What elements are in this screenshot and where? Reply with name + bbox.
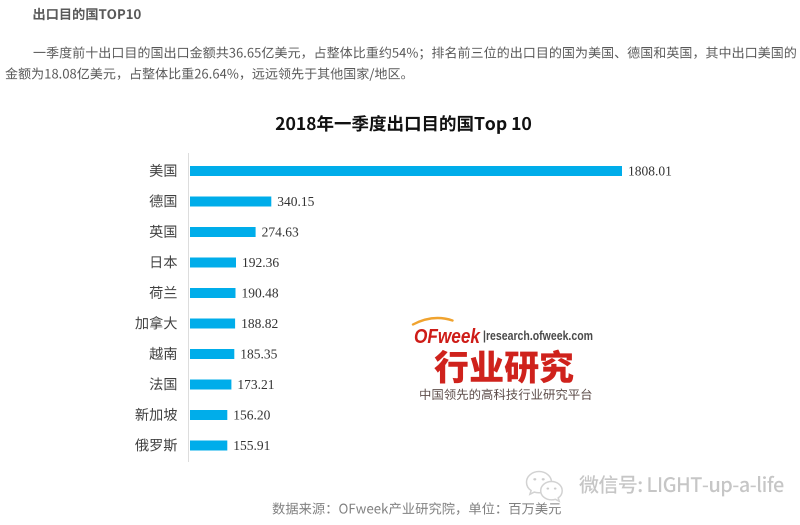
svg-text:188.82: 188.82 [241,316,278,331]
svg-text:1808.01: 1808.01 [628,164,672,179]
svg-text:185.35: 185.35 [240,347,277,362]
svg-text:173.21: 173.21 [237,377,274,392]
svg-text:190.48: 190.48 [242,286,279,301]
svg-text:155.91: 155.91 [233,438,270,453]
svg-text:OFweek: OFweek [414,326,481,348]
svg-text:274.63: 274.63 [262,225,299,240]
svg-text:340.15: 340.15 [277,194,314,209]
svg-text:|research.ofweek.com: |research.ofweek.com [483,329,593,343]
svg-text:156.20: 156.20 [233,408,270,423]
svg-text:192.36: 192.36 [242,255,279,270]
